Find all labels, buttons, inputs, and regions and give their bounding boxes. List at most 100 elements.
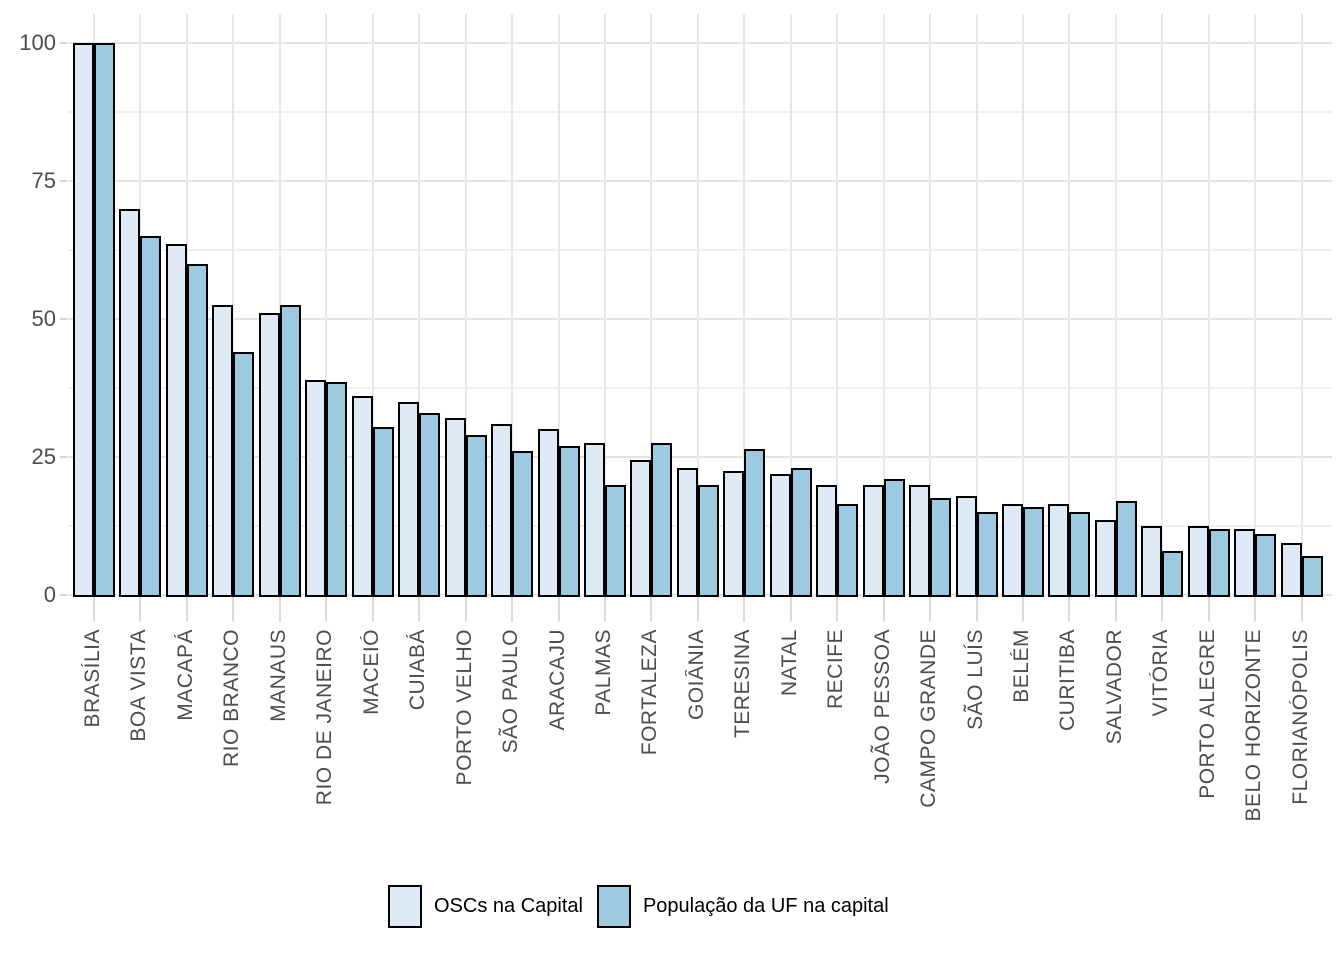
gridline-vertical <box>1254 14 1257 622</box>
bar-oscs <box>351 396 373 597</box>
bar-populacao <box>651 443 673 597</box>
x-axis-label: RIO BRANCO <box>220 629 244 768</box>
gridline-vertical <box>232 14 235 622</box>
bar-populacao <box>1208 528 1230 597</box>
bar-oscs <box>73 43 94 597</box>
x-axis-label: BRASÍLIA <box>81 629 104 728</box>
x-axis-tick <box>603 596 606 621</box>
x-axis-tick <box>1300 596 1303 621</box>
x-axis-label: FORTALEZA <box>638 629 662 756</box>
bar-populacao <box>837 503 859 597</box>
legend-swatch-oscs <box>388 884 422 928</box>
x-axis-label: NATAL <box>777 629 801 697</box>
bar-oscs <box>398 401 420 597</box>
bar-populacao <box>140 236 162 597</box>
bar-oscs <box>816 484 838 597</box>
gridline-vertical <box>1207 14 1210 622</box>
x-axis-label: BELO HORIZONTE <box>1242 629 1266 822</box>
x-axis-tick <box>1022 596 1024 621</box>
bar-oscs <box>537 429 559 597</box>
x-axis-label: ARACAJU <box>545 629 569 731</box>
gridline-minor <box>68 387 1332 389</box>
x-axis-tick <box>464 596 467 621</box>
gridline-vertical <box>1068 14 1071 622</box>
x-axis-tick <box>418 596 421 621</box>
gridline-major <box>68 318 1332 320</box>
x-axis-label: BELÉM <box>1010 629 1033 703</box>
gridline-vertical <box>603 14 606 622</box>
x-axis-tick <box>975 596 978 621</box>
bar-oscs <box>583 443 605 597</box>
bar-oscs <box>258 313 280 597</box>
bar-populacao <box>94 43 115 597</box>
x-axis-tick <box>1207 596 1210 621</box>
gridline-vertical <box>929 14 932 622</box>
y-axis-label: 100 <box>19 30 56 55</box>
bar-oscs <box>1048 503 1070 597</box>
x-axis-tick <box>1254 596 1257 621</box>
bar-populacao <box>744 448 766 597</box>
gridline-vertical <box>882 14 885 622</box>
x-axis-tick <box>1068 596 1071 621</box>
legend-swatch-populacao <box>596 884 631 928</box>
gridline-vertical <box>1300 14 1303 622</box>
gridline-minor <box>68 111 1332 113</box>
x-axis-label: PORTO ALEGRE <box>1195 629 1219 799</box>
bar-oscs <box>119 208 141 597</box>
x-axis-label: TERESINA <box>731 629 755 739</box>
gridline-vertical <box>371 14 374 622</box>
x-axis-tick <box>93 596 95 621</box>
gridline-vertical <box>418 14 421 622</box>
bar-populacao <box>1069 512 1091 597</box>
x-axis-tick <box>882 596 885 621</box>
bar-populacao <box>790 468 812 597</box>
x-axis-tick <box>278 596 281 621</box>
bar-oscs <box>723 470 745 597</box>
gridline-vertical <box>511 14 514 622</box>
gridline-vertical <box>789 14 792 622</box>
bar-populacao <box>465 434 487 597</box>
x-axis-label: RIO DE JANEIRO <box>313 629 337 806</box>
bar-populacao <box>1301 556 1323 597</box>
x-axis-label: GOIÂNIA <box>684 629 708 721</box>
y-axis-tick <box>60 318 67 320</box>
bar-populacao <box>186 263 208 597</box>
bar-oscs <box>1002 503 1023 597</box>
gridline-vertical <box>743 14 746 622</box>
x-axis-tick <box>325 596 328 621</box>
gridline-major <box>68 180 1332 182</box>
bar-oscs <box>212 305 234 597</box>
gridline-minor <box>68 249 1332 251</box>
bar-oscs <box>491 423 513 597</box>
gridline-vertical <box>1114 14 1117 622</box>
x-axis-label: MANAUS <box>266 629 290 722</box>
x-axis-tick <box>371 596 374 621</box>
x-axis-label: SALVADOR <box>1102 629 1126 745</box>
y-axis-tick <box>60 42 67 44</box>
x-axis-tick <box>696 596 699 621</box>
x-axis-tick <box>511 596 514 621</box>
bar-populacao <box>326 382 348 597</box>
bar-populacao <box>697 484 719 597</box>
bar-oscs <box>769 473 791 597</box>
gridline-vertical <box>836 14 839 622</box>
x-axis-label: PORTO VELHO <box>452 629 476 786</box>
x-axis-label: BOA VISTA <box>127 629 151 742</box>
gridline-vertical <box>325 14 328 622</box>
x-axis-label: RECIFE <box>824 629 848 710</box>
bar-populacao <box>558 445 580 597</box>
x-axis-tick <box>232 596 235 621</box>
bar-populacao <box>1162 550 1184 597</box>
bar-oscs <box>1094 520 1116 597</box>
bar-oscs <box>444 418 466 597</box>
gridline-vertical <box>1022 14 1024 622</box>
bar-populacao <box>1255 534 1277 597</box>
bar-populacao <box>233 352 255 597</box>
x-axis-label: CURITIBA <box>1056 629 1080 732</box>
bar-oscs <box>909 484 931 597</box>
bar-populacao <box>1023 506 1044 597</box>
y-axis-label: 0 <box>43 582 56 607</box>
gridline-vertical <box>696 14 699 622</box>
bar-oscs <box>862 484 884 597</box>
x-axis-tick <box>836 596 839 621</box>
